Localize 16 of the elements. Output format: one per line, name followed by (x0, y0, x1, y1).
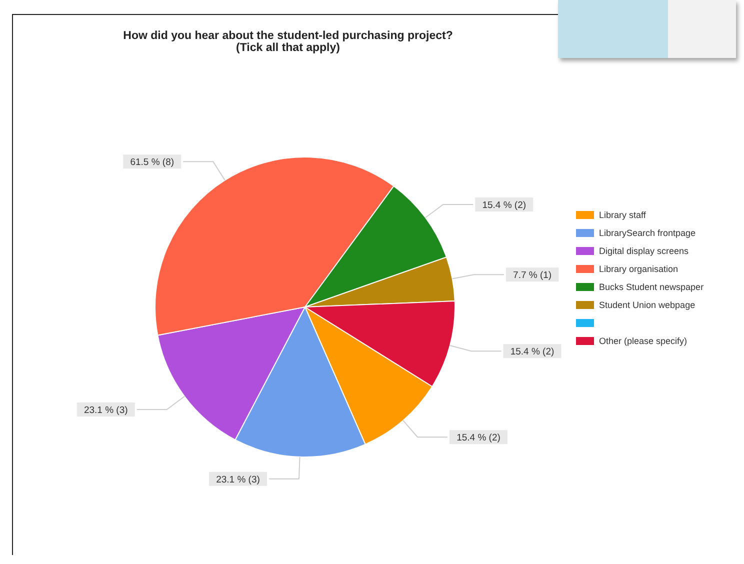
data-label: 15.4 % (2) (510, 346, 554, 358)
data-label: 7.7 % (1) (513, 270, 552, 282)
legend-label: Bucks Student newspaper (599, 282, 704, 292)
legend-label: Student Union webpage (599, 300, 696, 310)
legend-label: Digital display screens (599, 246, 689, 256)
chart-title: How did you hear about the student-led purchasing project? (122, 30, 454, 42)
data-label: 15.4 % (2) (482, 200, 526, 212)
data-label: 61.5 % (8) (130, 157, 174, 168)
data-label: 15.4 % (2) (456, 432, 500, 444)
data-label: 23.1 % (3) (84, 404, 128, 416)
chart-subtitle: (Tick all that apply) (235, 42, 341, 54)
legend-label: LibrarySearch frontpage (599, 228, 696, 238)
legend-label: Other (please specify) (599, 336, 688, 346)
legend-label: Library staff (599, 210, 646, 220)
legend-label: Library organisation (599, 264, 678, 274)
data-label: 23.1 % (3) (216, 474, 260, 486)
